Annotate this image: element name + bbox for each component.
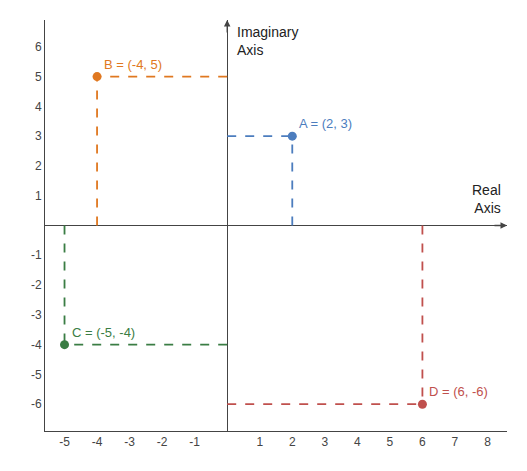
svg-text:-2: -2 — [157, 435, 168, 449]
svg-text:4: 4 — [354, 435, 361, 449]
svg-text:3: 3 — [321, 435, 328, 449]
svg-text:-6: -6 — [31, 397, 42, 411]
svg-text:-1: -1 — [189, 435, 200, 449]
svg-text:RealAxis: RealAxis — [472, 182, 501, 216]
svg-text:C = (-5, -4): C = (-5, -4) — [72, 325, 135, 340]
svg-text:5: 5 — [35, 70, 42, 84]
svg-text:-4: -4 — [92, 435, 103, 449]
svg-text:A = (2, 3): A = (2, 3) — [299, 116, 352, 131]
svg-text:7: 7 — [452, 435, 459, 449]
svg-text:3: 3 — [35, 129, 42, 143]
svg-text:1: 1 — [35, 189, 42, 203]
svg-text:-4: -4 — [31, 338, 42, 352]
svg-text:D = (6, -6): D = (6, -6) — [429, 384, 488, 399]
svg-text:-3: -3 — [31, 308, 42, 322]
svg-text:-3: -3 — [124, 435, 135, 449]
svg-text:2: 2 — [289, 435, 296, 449]
svg-text:ImaginaryAxis: ImaginaryAxis — [237, 24, 298, 58]
svg-text:-1: -1 — [31, 248, 42, 262]
svg-text:1: 1 — [256, 435, 263, 449]
svg-text:4: 4 — [35, 100, 42, 114]
svg-text:6: 6 — [35, 40, 42, 54]
svg-text:6: 6 — [419, 435, 426, 449]
svg-text:-2: -2 — [31, 278, 42, 292]
svg-text:-5: -5 — [31, 368, 42, 382]
svg-text:B = (-4, 5): B = (-4, 5) — [104, 57, 162, 72]
svg-text:5: 5 — [387, 435, 394, 449]
svg-text:-5: -5 — [59, 435, 70, 449]
svg-text:8: 8 — [484, 435, 491, 449]
svg-text:2: 2 — [35, 159, 42, 173]
